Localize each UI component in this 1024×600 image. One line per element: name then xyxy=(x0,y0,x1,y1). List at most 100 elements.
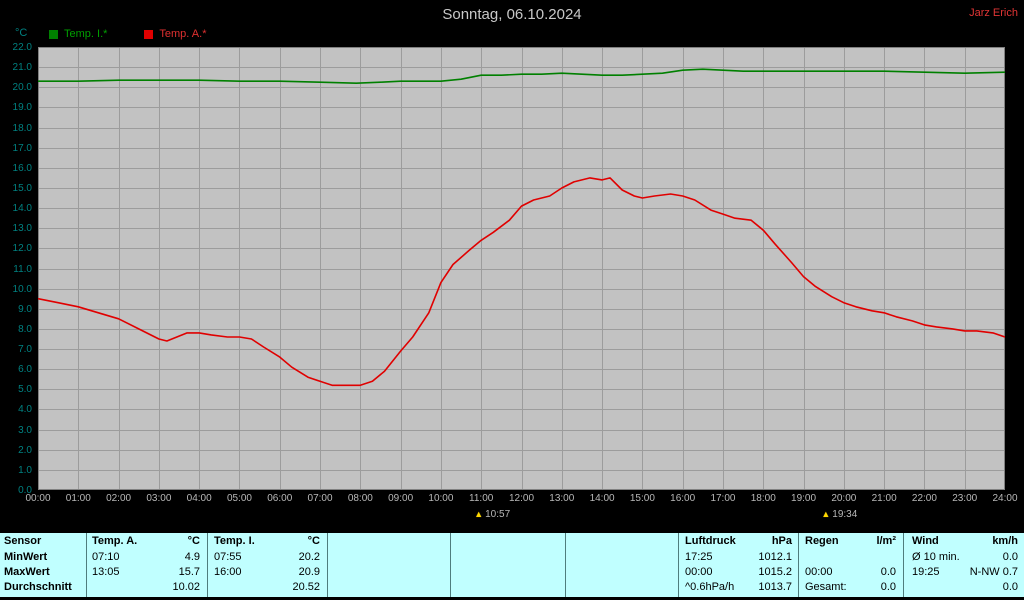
temp-a-max-value: 15.7 xyxy=(178,566,200,578)
temp-a-min-value: 4.9 xyxy=(184,551,200,563)
chart-legend: Temp. I.* Temp. A.* xyxy=(48,28,242,40)
y-tick-label: 2.0 xyxy=(18,444,32,456)
pressure-min-time: 17:25 xyxy=(685,551,713,563)
x-tick-label: 16:00 xyxy=(670,493,696,504)
temperature-chart xyxy=(37,47,1006,490)
summary-row-minwert: MinWert xyxy=(4,551,48,563)
x-tick-label: 03:00 xyxy=(146,493,172,504)
x-tick-label: 22:00 xyxy=(911,493,937,504)
wind-avg10-label: Ø 10 min. xyxy=(912,551,960,563)
wind-avg-value: 0.0 xyxy=(1002,581,1018,593)
temp-a-max-time: 13:05 xyxy=(92,566,120,578)
page-title: Sonntag, 06.10.2024 xyxy=(442,6,582,23)
y-tick-label: 22.0 xyxy=(12,42,32,53)
y-tick-label: 7.0 xyxy=(18,344,32,356)
y-tick-label: 17.0 xyxy=(12,142,32,154)
y-tick-label: 19.0 xyxy=(12,102,32,114)
y-tick-label: 15.0 xyxy=(12,182,32,194)
wind-max-time: 19:25 xyxy=(912,566,940,578)
table-divider xyxy=(678,533,679,597)
legend-swatch-temp-a-icon xyxy=(143,28,155,40)
rain-max-value: 0.0 xyxy=(880,566,896,578)
rain-max-time: 00:00 xyxy=(805,566,833,578)
x-tick-label: 06:00 xyxy=(267,493,293,504)
plot-border xyxy=(38,47,1005,490)
temp-i-avg-value: 20.52 xyxy=(292,581,320,593)
pressure-max-time: 00:00 xyxy=(685,566,713,578)
temp-a-avg-value: 10.02 xyxy=(172,581,200,593)
summary-table: Sensor Temp. A. °C Temp. I. °C Luftdruck… xyxy=(0,533,1024,597)
y-tick-label: 8.0 xyxy=(18,323,32,335)
summary-header-temp-i: Temp. I. xyxy=(214,535,255,547)
temp-i-min-value: 20.2 xyxy=(298,551,320,563)
y-tick-label: 10.0 xyxy=(12,283,32,295)
x-tick-label: 20:00 xyxy=(831,493,857,504)
x-tick-label: 12:00 xyxy=(508,493,535,504)
x-tick-label: 21:00 xyxy=(871,493,897,504)
table-divider xyxy=(450,533,451,597)
rain-total-label: Gesamt: xyxy=(805,581,847,593)
summary-header-wind: Wind xyxy=(912,535,939,547)
legend-label-temp-i: Temp. I.* xyxy=(64,28,108,40)
x-tick-label: 18:00 xyxy=(750,493,776,504)
summary-header-sensor: Sensor xyxy=(4,535,42,547)
table-divider xyxy=(327,533,328,597)
x-tick-label: 10:00 xyxy=(428,493,454,504)
y-tick-label: 13.0 xyxy=(12,223,32,235)
y-tick-label: 18.0 xyxy=(12,122,32,134)
x-tick-label: 01:00 xyxy=(65,493,91,504)
x-tick-label: 07:00 xyxy=(307,493,333,504)
temp-i-max-time: 16:00 xyxy=(214,566,242,578)
summary-header-wind-unit: km/h xyxy=(992,535,1018,547)
table-divider xyxy=(565,533,566,597)
x-tick-label: 11:00 xyxy=(469,493,494,504)
legend-swatch-temp-i-icon xyxy=(48,28,59,40)
y-tick-label: 9.0 xyxy=(18,303,32,315)
temp-i-max-value: 20.9 xyxy=(298,566,320,578)
pressure-avg-value: 1013.7 xyxy=(758,581,792,593)
x-tick-label: 17:00 xyxy=(710,493,736,504)
series-line-temp-a xyxy=(37,177,1006,387)
summary-header-pressure-unit: hPa xyxy=(771,535,792,547)
y-tick-label: 0.0 xyxy=(18,485,32,496)
temp-a-min-time: 07:10 xyxy=(92,551,120,563)
y-tick-label: 5.0 xyxy=(18,384,32,396)
rain-total-value: 0.0 xyxy=(880,581,896,593)
marker-time-label: 10:57 xyxy=(485,508,511,520)
author-label: Jarz Erich xyxy=(969,7,1018,19)
y-tick-label: 6.0 xyxy=(18,364,32,376)
summary-header-rain-unit: l/m² xyxy=(876,535,896,547)
x-tick-label: 19:00 xyxy=(791,493,817,504)
x-tick-label: 24:00 xyxy=(992,493,1018,504)
summary-header-temp-i-unit: °C xyxy=(307,535,320,547)
y-tick-label: 4.0 xyxy=(18,404,32,416)
summary-row-durchschnitt: Durchschnitt xyxy=(4,581,72,593)
y-tick-label: 20.0 xyxy=(12,82,32,94)
summary-header-temp-a-unit: °C xyxy=(187,535,200,547)
y-tick-label: 16.0 xyxy=(12,162,32,174)
y-tick-label: 11.0 xyxy=(13,263,32,275)
y-tick-label: 21.0 xyxy=(12,62,32,74)
x-tick-label: 15:00 xyxy=(629,493,655,504)
x-tick-label: 04:00 xyxy=(186,493,212,504)
x-tick-label: 14:00 xyxy=(589,493,615,504)
legend-label-temp-a: Temp. A.* xyxy=(159,28,207,40)
summary-row-maxwert: MaxWert xyxy=(4,566,50,578)
y-axis-unit-label: °C xyxy=(15,27,28,39)
series-line-temp-i xyxy=(38,68,1006,85)
table-divider xyxy=(207,533,208,597)
sun-icon: ▲ xyxy=(821,509,831,519)
x-tick-label: 23:00 xyxy=(952,493,978,504)
pressure-max-value: 1015.2 xyxy=(758,566,792,578)
table-divider xyxy=(798,533,799,597)
x-tick-label: 09:00 xyxy=(388,493,414,504)
summary-header-pressure: Luftdruck xyxy=(685,535,736,547)
pressure-trend: ^0.6hPa/h xyxy=(685,581,735,593)
x-tick-label: 02:00 xyxy=(106,493,132,504)
x-axis-labels: 00:00 01:00 02:00 03:00 04:00 05:00 06:00 07:00… xyxy=(25,493,1017,506)
x-tick-label: 05:00 xyxy=(226,493,252,504)
y-axis-labels: 22.0 21.0 20.0 19.0 18.0 17.0 16.0 15.0 14.0 13.0… xyxy=(0,42,34,496)
x-tick-label: 00:00 xyxy=(25,493,51,504)
summary-header-rain: Regen xyxy=(805,535,839,547)
marker-time-label: 19:34 xyxy=(832,508,858,520)
